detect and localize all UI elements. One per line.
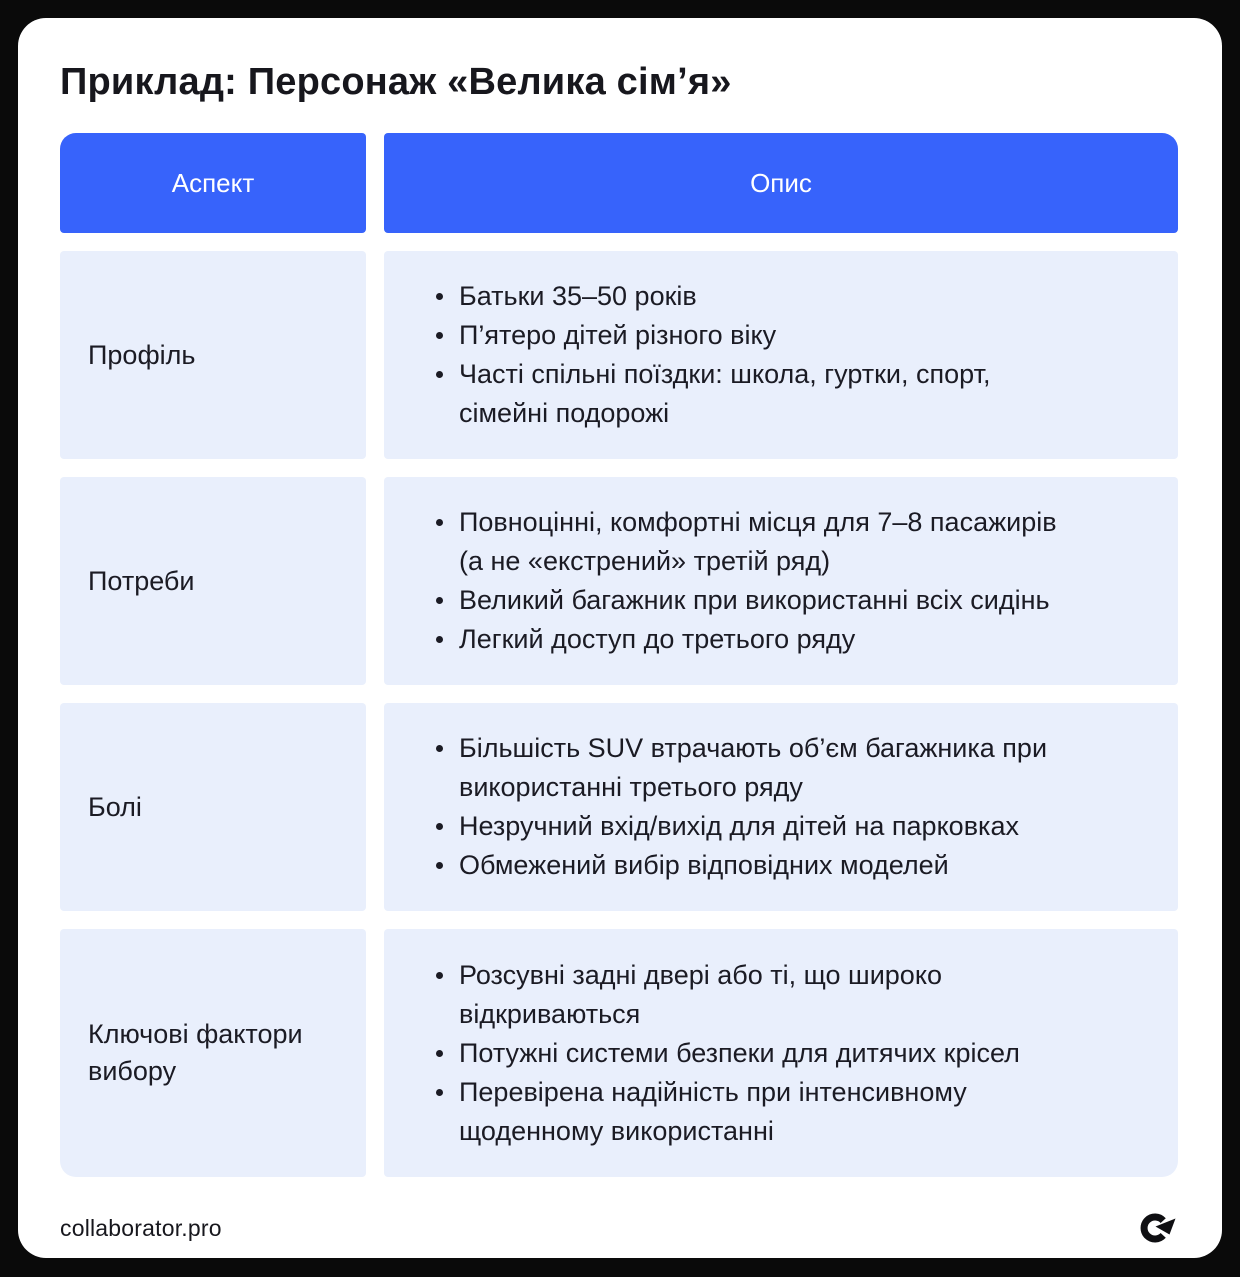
list-item: Часті спільні поїздки: школа, гуртки, сп… (436, 355, 1142, 433)
list-item: П’ятеро дітей різного віку (436, 316, 1142, 355)
list-item: Батьки 35–50 років (436, 277, 1142, 316)
row-aspect-profile: Профіль (60, 251, 366, 459)
list-item: Великий багажник при використанні всіх с… (436, 581, 1142, 620)
list-item: Легкий доступ до третього ряду (436, 620, 1142, 659)
bullet-dot-icon (436, 862, 443, 869)
bullet-dot-icon (436, 636, 443, 643)
bullet-dot-icon (436, 332, 443, 339)
row-description-pains: Більшість SUV втрачають об’єм багажника … (384, 703, 1178, 911)
brand-text: collaborator.pro (60, 1214, 222, 1241)
bullet-text: Часті спільні поїздки: школа, гуртки, сп… (459, 359, 991, 428)
row-aspect-needs: Потреби (60, 477, 366, 685)
list-item: Розсувні задні двері або ті, що широко в… (436, 956, 1142, 1034)
bullet-dot-icon (436, 1088, 443, 1096)
bullet-text: Легкий доступ до третього ряду (459, 624, 856, 654)
content-card: Приклад: Персонаж «Велика сім’я» Аспект … (18, 18, 1222, 1258)
bullet-dot-icon (436, 745, 443, 752)
bullet-dot-icon (436, 293, 443, 300)
card-footer: collaborator.pro (60, 1208, 1178, 1248)
list-item: Більшість SUV втрачають об’єм багажника … (436, 729, 1142, 807)
bullet-text: П’ятеро дітей різного віку (459, 320, 777, 350)
bullet-text: Перевірена надійність при інтенсивному щ… (459, 1076, 967, 1146)
row-description-profile: Батьки 35–50 років П’ятеро дітей різного… (384, 251, 1178, 459)
bullet-text: Потужні системи безпеки для дитячих кріс… (459, 1037, 1020, 1068)
row-description-needs: Повноцінні, комфортні місця для 7–8 паса… (384, 477, 1178, 685)
bullet-text: Незручний вхід/вихід для дітей на парков… (459, 811, 1019, 841)
collaborator-logo-icon (1140, 1213, 1176, 1243)
bullet-dot-icon (436, 597, 443, 604)
list-item: Незручний вхід/вихід для дітей на парков… (436, 807, 1142, 846)
list-item: Перевірена надійність при інтенсивному щ… (436, 1073, 1142, 1151)
column-header-aspect: Аспект (60, 133, 366, 233)
bullet-text: Обмежений вибір відповідних моделей (459, 850, 949, 880)
bullet-dot-icon (436, 371, 443, 378)
persona-table: Аспект Опис Профіль Батьки 35–50 років П… (60, 133, 1178, 1177)
page-title: Приклад: Персонаж «Велика сім’я» (60, 61, 732, 103)
column-header-description: Опис (384, 133, 1178, 233)
bullet-text: Великий багажник при використанні всіх с… (459, 585, 1050, 615)
list-item: Обмежений вибір відповідних моделей (436, 846, 1142, 885)
bullet-text: Розсувні задні двері або ті, що широко в… (459, 959, 942, 1029)
bullet-text: Більшість SUV втрачають об’єм багажника … (459, 733, 1048, 802)
bullet-dot-icon (436, 823, 443, 830)
bullet-text: Повноцінні, комфортні місця для 7–8 паса… (459, 507, 1057, 576)
row-aspect-pains: Болі (60, 703, 366, 911)
bullet-text: Батьки 35–50 років (459, 281, 697, 311)
list-item: Потужні системи безпеки для дитячих кріс… (436, 1034, 1142, 1073)
bullet-dot-icon (436, 519, 443, 526)
bullet-dot-icon (436, 971, 443, 979)
bullet-dot-icon (436, 1049, 443, 1057)
row-description-key-factors: Розсувні задні двері або ті, що широко в… (384, 929, 1178, 1177)
list-item: Повноцінні, комфортні місця для 7–8 паса… (436, 503, 1142, 581)
row-aspect-key-factors: Ключові фактори вибору (60, 929, 366, 1177)
